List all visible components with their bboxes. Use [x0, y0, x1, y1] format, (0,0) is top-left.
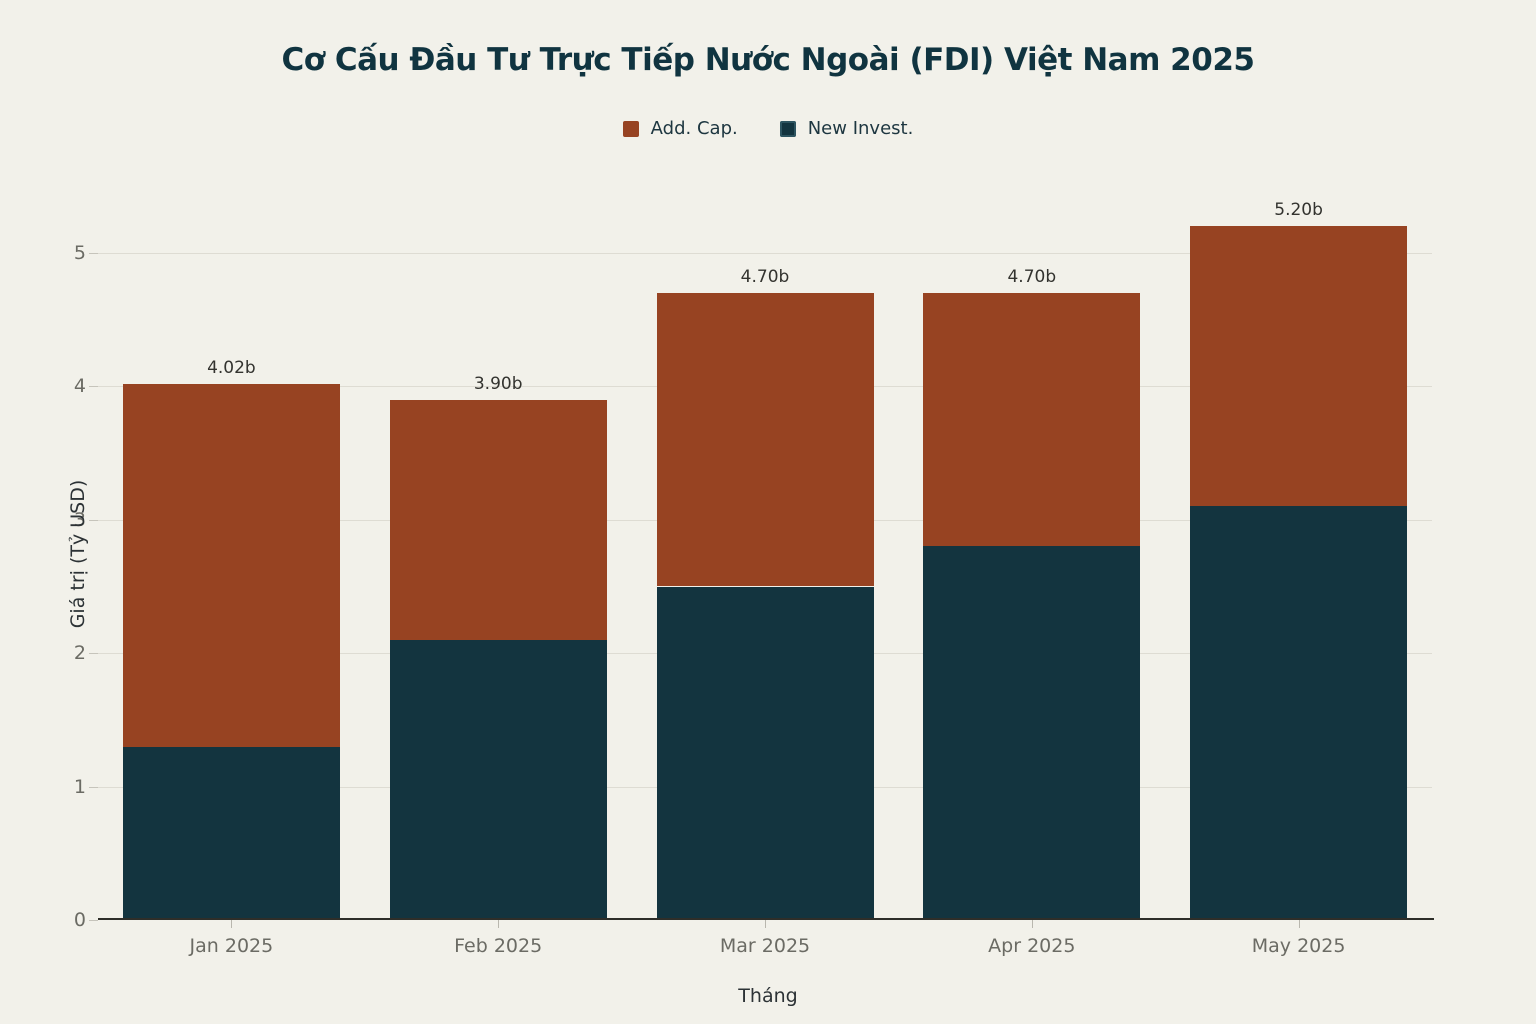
bar-total-label-apr-2025: 4.70b: [1007, 267, 1057, 288]
bar-total-label-mar-2025: 4.70b: [740, 267, 790, 288]
legend-swatch-new-invest: [779, 120, 796, 137]
bar-segment-add-cap-feb-2025[interactable]: [389, 399, 607, 640]
chart-title: Cơ Cấu Đầu Tư Trực Tiếp Nước Ngoài (FDI)…: [281, 42, 1255, 78]
x-tick-label-mar-2025: Mar 2025: [719, 935, 811, 957]
y-tick-label-1: 1: [73, 775, 86, 798]
x-tick-label-apr-2025: Apr 2025: [988, 935, 1076, 957]
bar-total-label-jan-2025: 4.02b: [207, 357, 256, 378]
bar-segment-new-invest-may-2025[interactable]: [1190, 506, 1408, 920]
bar-segment-new-invest-mar-2025[interactable]: [656, 586, 874, 920]
x-tick-label-feb-2025: Feb 2025: [454, 935, 543, 957]
gridline-y-5: [98, 253, 1432, 254]
bar-segment-new-invest-apr-2025[interactable]: [923, 546, 1141, 920]
y-axis-title: Giá trị (Tỷ USD): [67, 479, 89, 629]
x-tick-label-jan-2025: Jan 2025: [189, 935, 274, 957]
x-axis-title: Tháng: [738, 985, 798, 1007]
y-axis-tick-5: [89, 253, 98, 254]
y-axis-tick-2: [89, 653, 98, 655]
x-tick-label-may-2025: May 2025: [1251, 935, 1346, 957]
bar-segment-new-invest-feb-2025[interactable]: [389, 639, 607, 920]
y-axis-tick-3: [89, 519, 98, 521]
y-tick-label-2: 2: [73, 642, 86, 665]
bar-segment-new-invest-jan-2025[interactable]: [122, 746, 340, 920]
y-axis-tick-0: [89, 920, 98, 921]
x-axis-tick-4: [1031, 920, 1033, 928]
x-axis-tick-3: [765, 920, 766, 928]
x-axis-line: [98, 918, 1434, 920]
y-axis-tick-4: [89, 386, 98, 388]
bar-segment-add-cap-mar-2025[interactable]: [656, 293, 874, 587]
bar-segment-add-cap-jan-2025[interactable]: [122, 383, 340, 747]
chart-legend: Add. Cap. New Invest.: [0, 118, 1536, 139]
bar-total-label-feb-2025: 3.90b: [473, 373, 523, 394]
x-axis-tick-2: [498, 920, 500, 928]
y-tick-label-0: 0: [73, 909, 86, 931]
bar-total-label-may-2025: 5.20b: [1274, 200, 1323, 221]
y-tick-label-3: 3: [73, 508, 86, 531]
x-axis-tick-1: [231, 920, 233, 928]
bar-segment-add-cap-may-2025[interactable]: [1190, 226, 1408, 507]
legend-label-new-invest: New Invest.: [807, 118, 914, 139]
legend-swatch-add-cap: [622, 120, 639, 137]
bar-segment-add-cap-apr-2025[interactable]: [923, 293, 1141, 547]
legend-label-add-cap: Add. Cap.: [650, 118, 738, 139]
legend-item-new-invest[interactable]: New Invest.: [779, 118, 914, 139]
y-tick-label-5: 5: [73, 242, 86, 264]
y-tick-label-4: 4: [73, 375, 86, 398]
y-axis-tick-1: [89, 786, 98, 788]
x-axis-tick-5: [1298, 920, 1300, 928]
legend-item-add-cap[interactable]: Add. Cap.: [622, 118, 738, 139]
